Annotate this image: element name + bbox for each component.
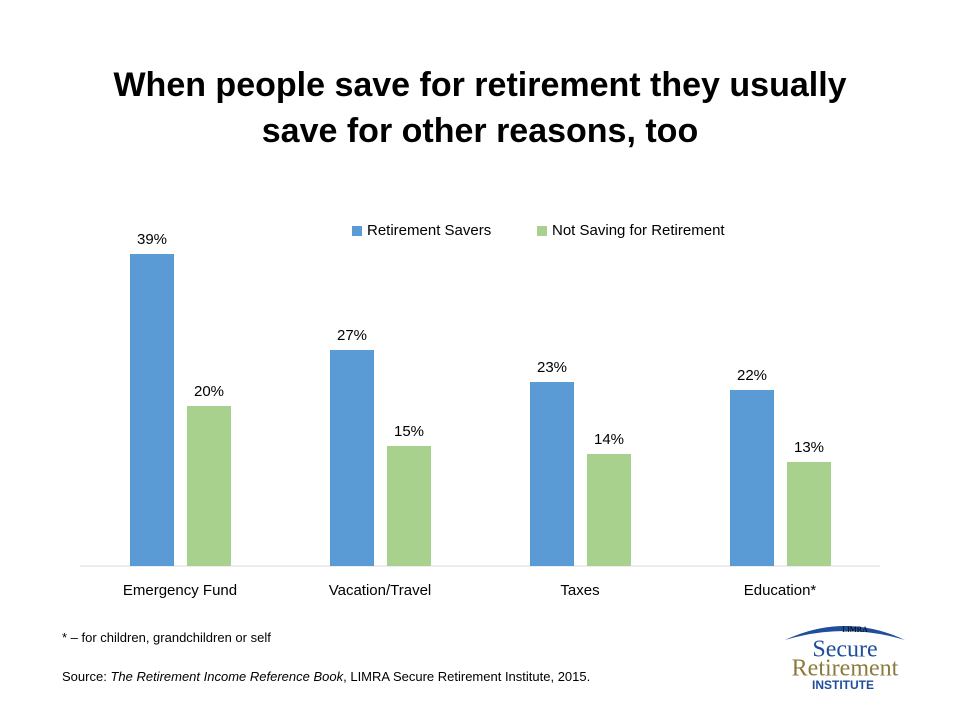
bar [330,350,374,566]
source-book: The Retirement Income Reference Book [110,669,344,684]
data-label: 22% [737,367,767,384]
legend-label: Not Saving for Retirement [552,222,725,239]
data-label: 20% [194,383,224,400]
x-tick-label: Vacation/Travel [329,582,432,599]
data-label: 14% [594,431,624,448]
source-rest: , LIMRA Secure Retirement Institute, 201… [343,669,591,684]
logo-swoosh [785,626,905,640]
logo-line3: INSTITUTE [812,678,874,692]
legend-swatch [352,226,362,236]
bar [730,390,774,566]
legend-label: Retirement Savers [367,222,491,239]
data-label: 39% [137,231,167,248]
source: Source: The Retirement Income Reference … [62,668,622,686]
data-label: 27% [337,327,367,344]
bar [387,446,431,566]
x-tick-label: Education* [744,582,817,599]
x-tick-label: Taxes [560,582,599,599]
chart-title: When people save for retirement they usu… [113,66,847,150]
legend-swatch [537,226,547,236]
source-label: Source: [62,669,107,684]
logo-top: LIMRA [842,625,868,634]
bar [787,462,831,566]
data-label: 15% [394,423,424,440]
logo: LIMRA Secure Retirement INSTITUTE [785,625,905,692]
bar [187,406,231,566]
x-tick-label: Emergency Fund [123,582,237,599]
data-label: 13% [794,439,824,456]
logo-line1: Secure [812,637,877,663]
footnote: * – for children, grandchildren or self [62,630,271,645]
bar [530,382,574,566]
bar [130,254,174,566]
logo-line2: Retirement [792,656,899,682]
data-label: 23% [537,359,567,376]
bar [587,454,631,566]
